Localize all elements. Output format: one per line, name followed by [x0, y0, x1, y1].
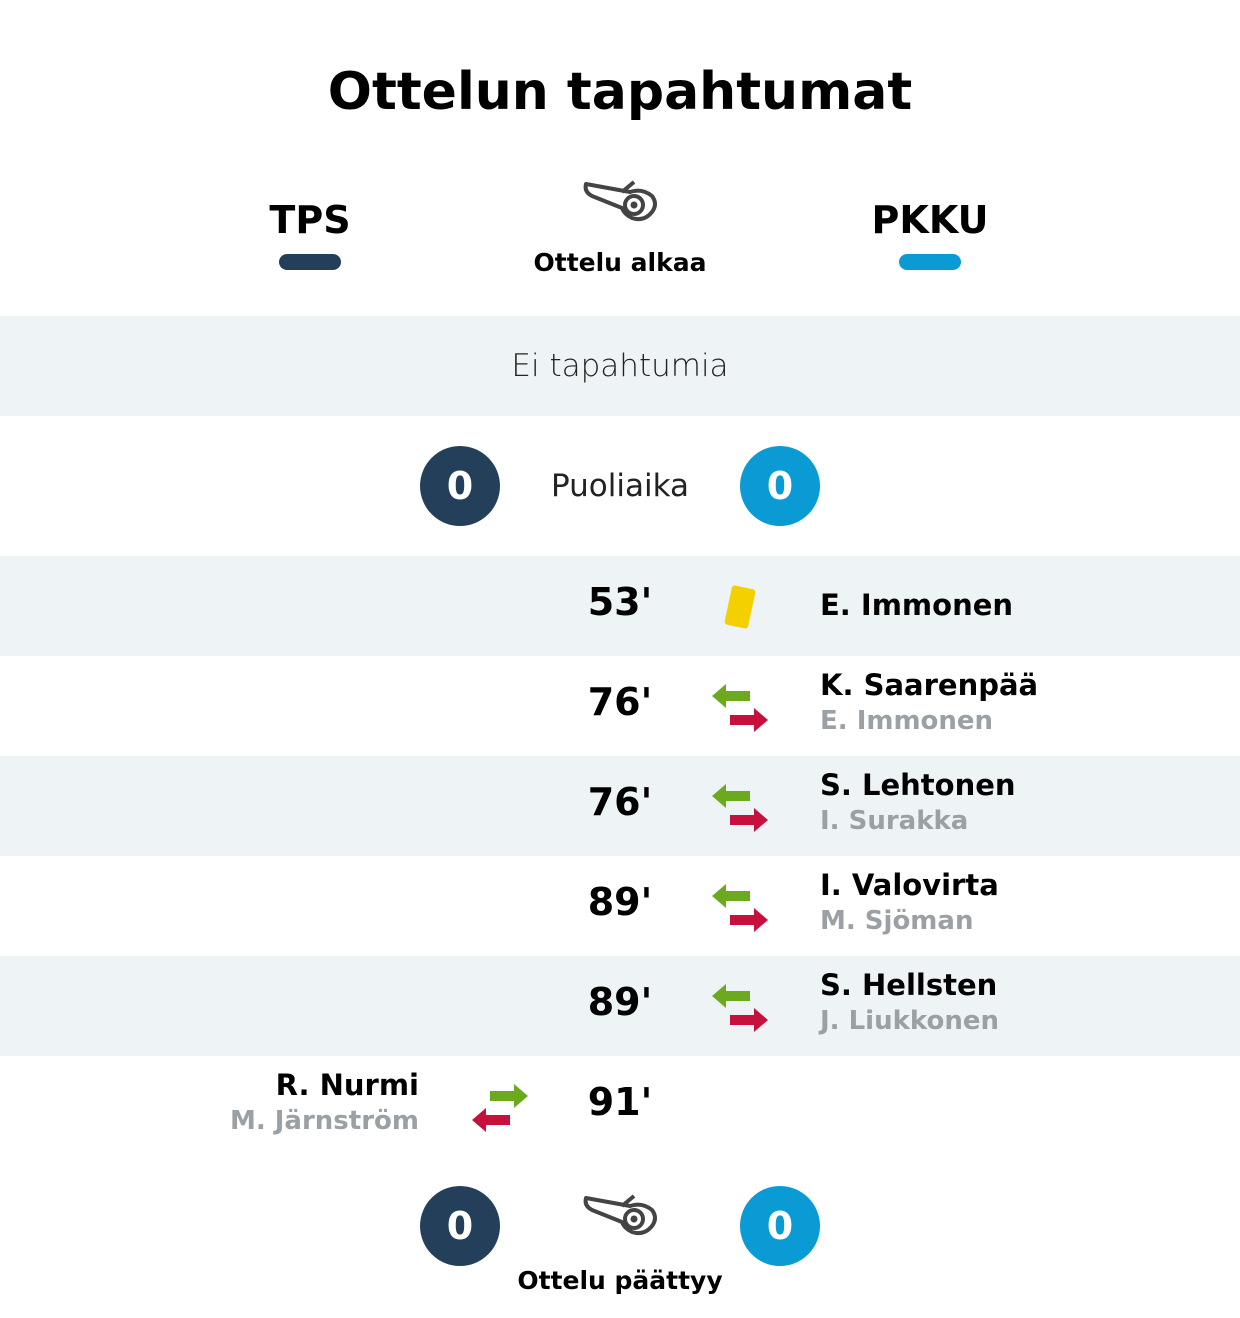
away-team-color-bar: [899, 254, 961, 270]
fulltime-away-score: 0: [740, 1186, 820, 1266]
event-minute: 76': [587, 780, 653, 824]
event-minute: 53': [587, 580, 653, 624]
event-row: [0, 556, 1240, 656]
whistle-icon: [582, 1192, 658, 1236]
player-out-name: J. Liukkonen: [820, 1006, 999, 1036]
event-row: [0, 756, 1240, 856]
substitution-icon: [470, 1080, 530, 1134]
player-in-name: S. Hellsten: [820, 968, 998, 1002]
first-half-band: [0, 316, 1240, 416]
substitution-icon: [710, 980, 770, 1034]
kickoff-label: Ottelu alkaa: [533, 248, 707, 277]
player-out-name: M. Järnström: [229, 1106, 419, 1136]
away-team: PKKU: [830, 196, 1030, 270]
player-out-name: E. Immonen: [820, 706, 994, 736]
no-events-text: Ei tapahtumia: [511, 348, 729, 384]
yellow-card-icon: [724, 585, 756, 629]
halftime-away-score: 0: [740, 446, 820, 526]
kickoff: Ottelu alkaa: [470, 178, 770, 277]
event-player: R. Nurmi M. Järnström: [230, 1067, 419, 1139]
event-row: [0, 956, 1240, 1056]
event-minute: 89': [587, 880, 653, 924]
event-player: I. Valovirta M. Sjöman: [820, 867, 999, 939]
player-in-name: R. Nurmi: [275, 1068, 419, 1102]
event-minute: 76': [587, 680, 653, 724]
home-team-name: TPS: [269, 198, 351, 242]
player-name: E. Immonen: [820, 588, 1014, 622]
page-title: Ottelun tapahtumat: [327, 62, 913, 122]
substitution-icon: [710, 780, 770, 834]
away-team-name: PKKU: [871, 198, 989, 242]
player-in-name: K. Saarenpää: [820, 668, 1039, 702]
event-minute: 91': [587, 1080, 653, 1124]
player-out-name: M. Sjöman: [820, 906, 974, 936]
home-team: TPS: [210, 196, 410, 270]
event-player: K. Saarenpää E. Immonen: [820, 667, 1038, 739]
fulltime-home-score: 0: [420, 1186, 500, 1266]
player-in-name: I. Valovirta: [820, 868, 999, 902]
event-player: S. Hellsten J. Liukkonen: [820, 967, 999, 1039]
halftime-label: Puoliaika: [550, 468, 689, 504]
player-out-name: I. Surakka: [820, 806, 969, 836]
event-player: E. Immonen: [820, 587, 1013, 623]
event-player: S. Lehtonen I. Surakka: [820, 767, 1016, 839]
substitution-icon: [710, 680, 770, 734]
halftime-home-score: 0: [420, 446, 500, 526]
home-team-color-bar: [279, 254, 341, 270]
event-minute: 89': [587, 980, 653, 1024]
player-in-name: S. Lehtonen: [820, 768, 1016, 802]
whistle-icon: [582, 178, 658, 222]
fulltime-label: Ottelu päättyy: [517, 1266, 723, 1295]
substitution-icon: [710, 880, 770, 934]
